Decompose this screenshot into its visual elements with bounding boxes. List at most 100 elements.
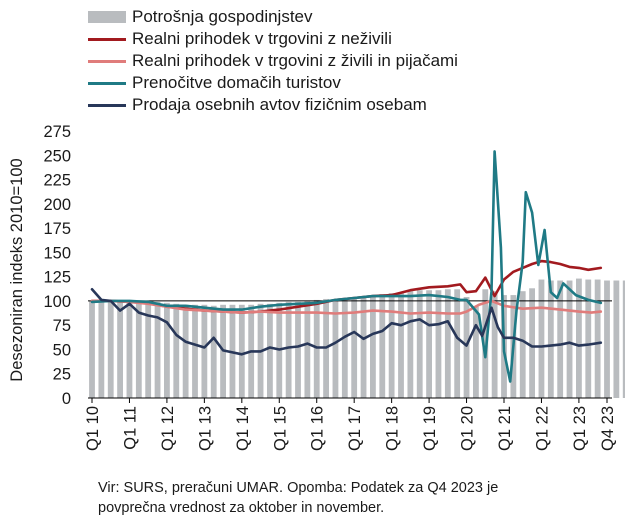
legend-label-series-0: Realni prihodek v trgovini z neživili — [132, 29, 392, 48]
y-tick-label-75: 75 — [53, 317, 71, 335]
bar-1 — [98, 300, 105, 398]
bar-4 — [126, 299, 133, 398]
bar-56 — [613, 280, 620, 398]
x-tick-label-12: Q1 22 — [533, 406, 551, 451]
legend-item-bars: Potrošnja gospodinjstev — [88, 6, 458, 28]
source-note: Vir: SURS, preračuni UMAR. Opomba: Podat… — [98, 478, 618, 518]
bar-9 — [173, 303, 180, 398]
y-tick-label-225: 225 — [43, 172, 71, 190]
bar-50 — [557, 280, 564, 398]
bar-2 — [107, 300, 114, 398]
y-tick-label-200: 200 — [43, 196, 71, 214]
bar-26 — [332, 298, 339, 398]
bar-31 — [379, 294, 386, 398]
legend-swatch-series-0 — [88, 37, 126, 41]
y-tick-label-0: 0 — [62, 390, 71, 408]
bar-47 — [529, 288, 535, 398]
bar-16 — [238, 304, 245, 398]
legend-swatch-series-3 — [88, 103, 126, 107]
bar-36 — [426, 290, 432, 398]
source-note-line-2: povprečna vrednost za oktober in novembe… — [98, 500, 385, 516]
y-axis-ticks: 0 25 50 75 100 125 150 175 200 225 250 275 — [43, 123, 71, 408]
x-tick-label-4: Q1 14 — [234, 406, 252, 451]
y-tick-label-150: 150 — [43, 244, 71, 262]
y-tick-label-175: 175 — [43, 220, 71, 238]
x-tick-label-7: Q1 17 — [346, 406, 364, 451]
x-tick-label-6: Q1 16 — [309, 406, 327, 451]
x-axis-ticks: Q1 10 Q1 11 Q1 12 Q1 13 Q1 14 Q1 15 Q1 16 Q1 17… — [84, 398, 617, 451]
bar-54 — [594, 279, 601, 398]
bar-5 — [135, 300, 142, 398]
bar-29 — [360, 296, 367, 398]
bar-39 — [454, 289, 461, 398]
bar-43 — [491, 291, 498, 398]
bar-24 — [313, 299, 320, 398]
bar-21 — [285, 301, 292, 398]
x-tick-label-11: Q1 21 — [496, 406, 514, 451]
bar-46 — [519, 291, 526, 398]
bar-40 — [463, 297, 470, 398]
bar-33 — [398, 292, 404, 398]
bar-37 — [435, 290, 442, 398]
bar-12 — [201, 304, 208, 398]
legend-item-series-3: Prodaja osebnih avtov fizičnim osebam — [88, 94, 458, 116]
bar-30 — [370, 295, 376, 398]
bar-3 — [117, 299, 123, 398]
y-tick-label-50: 50 — [53, 341, 71, 359]
bar-41 — [473, 306, 479, 398]
series-line-1 — [90, 299, 603, 315]
series-line-2 — [90, 150, 603, 383]
bar-23 — [304, 300, 311, 398]
bar-10 — [182, 304, 189, 398]
legend-label-bars: Potrošnja gospodinjstev — [132, 7, 313, 26]
bar-6 — [145, 301, 152, 398]
bar-32 — [388, 293, 395, 398]
legend-item-series-1: Realni prihodek v trgovini z živili in p… — [88, 50, 458, 72]
legend-swatch-series-2 — [88, 81, 126, 85]
legend-item-series-0: Realni prihodek v trgovini z neživili — [88, 28, 458, 50]
bar-52 — [576, 278, 582, 398]
x-tick-label-2: Q1 12 — [159, 406, 177, 451]
source-note-line-1: Vir: SURS, preračuni UMAR. Opomba: Podat… — [98, 480, 499, 496]
bar-49 — [547, 280, 554, 398]
bar-7 — [154, 301, 161, 398]
bar-22 — [295, 301, 301, 398]
bar-35 — [416, 290, 423, 398]
x-tick-label-8: Q1 18 — [384, 406, 402, 451]
legend-swatch-bars — [88, 11, 126, 23]
x-tick-label-1: Q1 11 — [121, 406, 139, 450]
y-tick-label-125: 125 — [43, 269, 71, 287]
bar-19 — [267, 303, 273, 398]
series-line-3 — [90, 287, 603, 356]
bar-28 — [351, 297, 358, 398]
y-tick-label-250: 250 — [43, 147, 71, 165]
y-axis-label: Desezoniran indeks 2010=100 — [8, 158, 26, 381]
bar-48 — [538, 279, 545, 398]
legend: Potrošnja gospodinjstev Realni prihodek … — [88, 6, 458, 116]
bar-55 — [604, 280, 610, 398]
y-tick-label-100: 100 — [43, 293, 71, 311]
bar-11 — [192, 304, 198, 398]
x-tick-label-5: Q1 15 — [271, 406, 289, 451]
bar-34 — [407, 291, 414, 398]
legend-label-series-3: Prodaja osebnih avtov fizičnim osebam — [132, 95, 427, 114]
bar-0 — [89, 300, 95, 398]
bar-53 — [585, 279, 592, 398]
bar-57 — [622, 280, 625, 398]
bar-51 — [566, 280, 573, 398]
x-tick-label-10: Q1 20 — [459, 406, 477, 451]
bar-27 — [341, 297, 348, 398]
y-tick-label-275: 275 — [43, 123, 71, 141]
y-tick-label-25: 25 — [53, 366, 71, 384]
x-tick-label-13: Q1 23 — [571, 406, 589, 451]
x-tick-label-9: Q1 19 — [421, 406, 439, 451]
legend-item-series-2: Prenočitve domačih turistov — [88, 72, 458, 94]
x-tick-label-0: Q1 10 — [84, 406, 102, 451]
bar-8 — [164, 302, 170, 398]
legend-label-series-1: Realni prihodek v trgovini z živili in p… — [132, 51, 458, 70]
bar-13 — [210, 305, 217, 398]
legend-swatch-series-1 — [88, 59, 126, 63]
series-lines — [90, 150, 603, 383]
legend-label-series-2: Prenočitve domačih turistov — [132, 73, 341, 92]
